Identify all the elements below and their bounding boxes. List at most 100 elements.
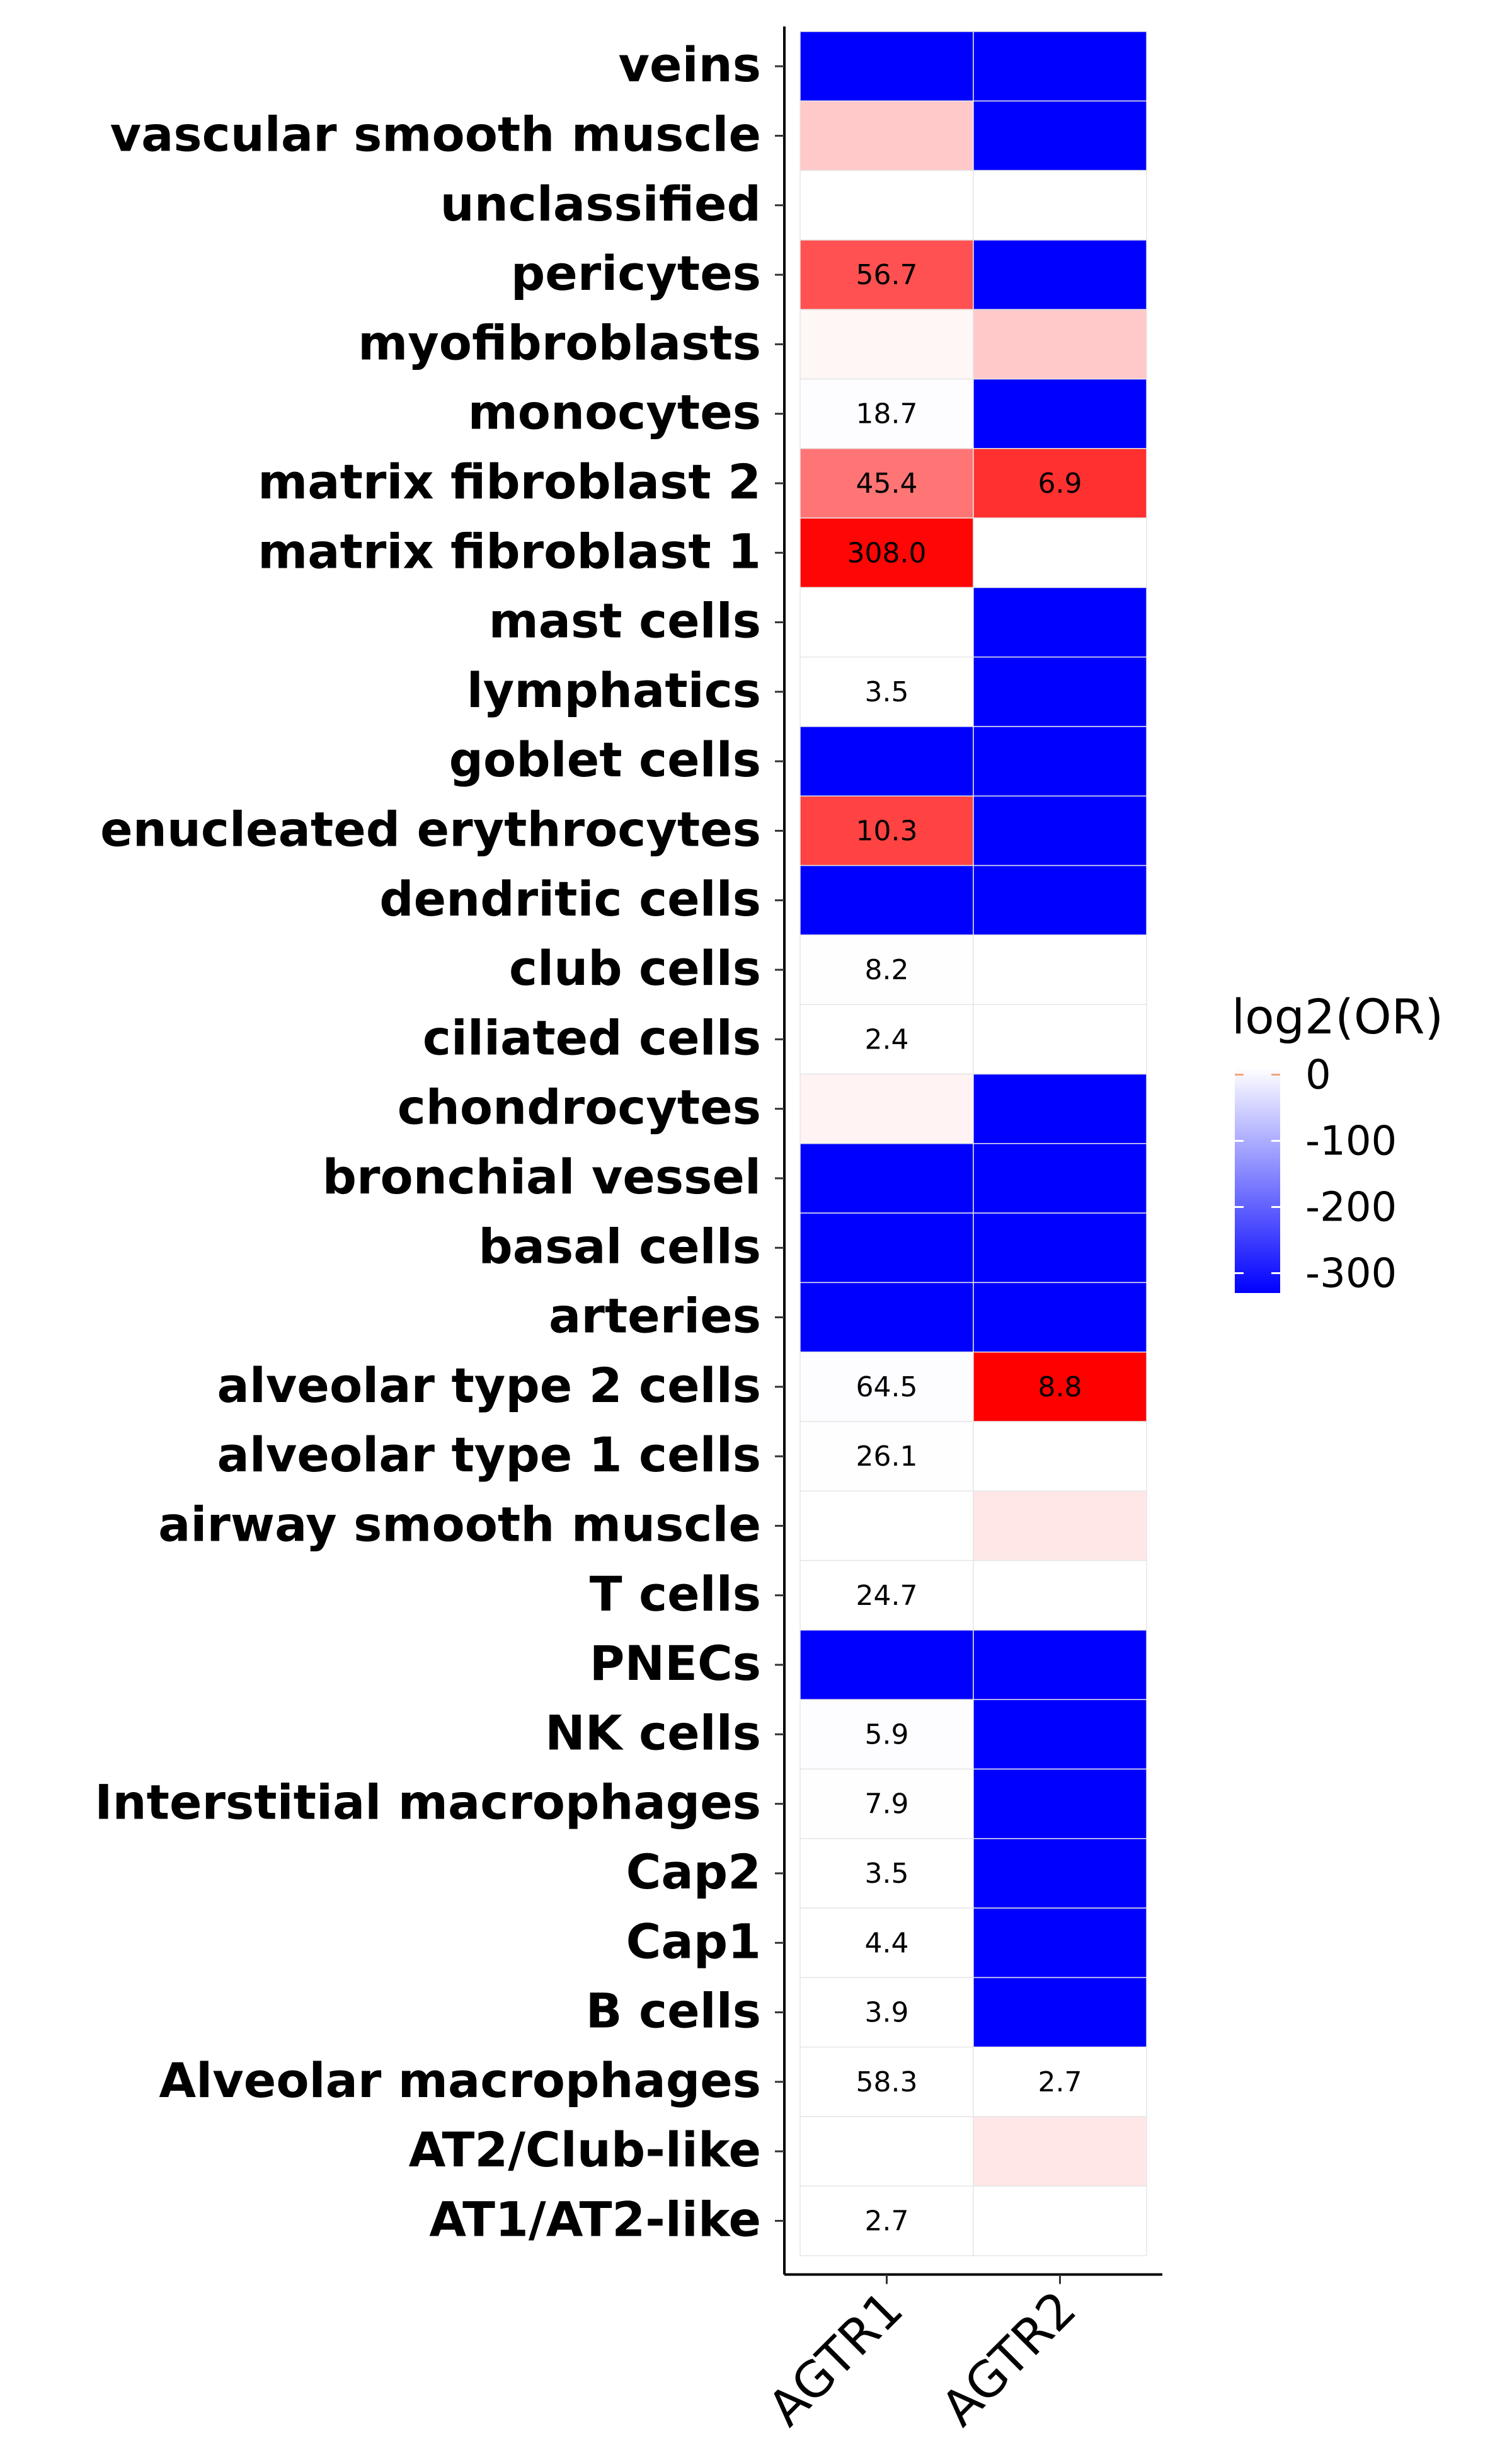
y-tick-label-basal-cells: basal cells [478, 1218, 761, 1274]
y-tick-label-b-cells: B cells [586, 1983, 761, 2039]
heatmap-cell-interstitial-macrophages-agtr1 [799, 1768, 974, 1839]
heatmap-cell-at2-club-like-agtr1 [799, 2116, 974, 2187]
heatmap-cell-goblet-cells-agtr1 [799, 726, 974, 797]
heatmap-cell-arteries-agtr1 [799, 1282, 974, 1353]
y-tick-label-alveolar-type-1-cells: alveolar type 1 cells [217, 1427, 761, 1483]
heatmap-cell-airway-smooth-muscle-agtr2 [973, 1490, 1147, 1561]
heatmap-cell-dendritic-cells-agtr2 [973, 865, 1147, 936]
y-tick-label-unclassified: unclassified [440, 176, 761, 232]
cell-label-matrix-fibroblast-2-agtr2: 6.9 [1038, 468, 1082, 500]
y-tick-label-veins: veins [619, 37, 761, 93]
heatmap-cell-bronchial-vessel-agtr2 [973, 1143, 1147, 1214]
cell-label-cap2-agtr1: 3.5 [865, 1858, 909, 1890]
heatmap-cell-lymphatics-agtr1 [799, 656, 974, 727]
heatmap-cell-alveolar-macrophages-agtr1 [799, 2046, 974, 2117]
heatmap-cell-bronchial-vessel-agtr1 [799, 1143, 974, 1214]
cell-label-interstitial-macrophages-agtr1: 7.9 [865, 1788, 909, 1820]
heatmap-cell-t-cells-agtr1 [799, 1560, 974, 1631]
heatmap-cell-matrix-fibroblast-1-agtr1 [799, 517, 974, 589]
heatmap-cell-cap1-agtr2 [973, 1907, 1147, 1979]
y-tick-label-dendritic-cells: dendritic cells [379, 871, 761, 927]
y-tick-label-matrix-fibroblast-1: matrix fibroblast 1 [258, 523, 761, 579]
y-tick-label-lymphatics: lymphatics [467, 662, 761, 718]
y-tick-label-chondrocytes: chondrocytes [398, 1079, 761, 1135]
heatmap-cell-dendritic-cells-agtr1 [799, 865, 974, 936]
heatmap-cell-t-cells-agtr2 [973, 1560, 1147, 1631]
heatmap-cell-alveolar-type-1-cells-agtr2 [973, 1421, 1147, 1492]
heatmap-cell-arteries-agtr2 [973, 1282, 1147, 1353]
y-tick-label-at1-at2-like: AT1/AT2-like [429, 2191, 761, 2247]
y-tick-label-pericytes: pericytes [511, 245, 761, 301]
heatmap-axes [775, 26, 1162, 2284]
cell-label-enucleated-erythrocytes-agtr1: 10.3 [856, 815, 918, 847]
heatmap-cell-basal-cells-agtr1 [799, 1212, 974, 1284]
heatmap-cell-vascular-smooth-muscle-agtr1 [799, 100, 974, 171]
y-tick-label-alveolar-macrophages: Alveolar macrophages [159, 2052, 761, 2108]
heatmap-cell-cap1-agtr1 [799, 1907, 974, 1979]
heatmap-cell-club-cells-agtr2 [973, 934, 1147, 1005]
cell-label-alveolar-type-1-cells-agtr1: 26.1 [856, 1440, 918, 1473]
y-tick-label-monocytes: monocytes [468, 384, 761, 440]
legend-title: log2(OR) [1232, 989, 1443, 1045]
y-tick-label-arteries: arteries [549, 1288, 761, 1344]
heatmap-cell-pnecs-agtr2 [973, 1629, 1147, 1700]
y-tick-label-goblet-cells: goblet cells [449, 732, 761, 788]
cell-label-lymphatics-agtr1: 3.5 [865, 676, 909, 708]
heatmap-cell-at2-club-like-agtr2 [973, 2116, 1147, 2187]
heatmap-cell-b-cells-agtr2 [973, 1977, 1147, 2048]
heatmap-cell-pericytes-agtr2 [973, 239, 1147, 310]
legend: log2(OR) 0 -100 -200 -300 [1232, 989, 1443, 1297]
heatmap-cell-interstitial-macrophages-agtr2 [973, 1768, 1147, 1839]
y-tick-label-cap1: Cap1 [626, 1913, 761, 1969]
legend-tick-label-0: 0 [1305, 1052, 1331, 1099]
heatmap-cell-cap2-agtr1 [799, 1838, 974, 1909]
heatmap-cell-unclassified-agtr1 [799, 170, 974, 241]
heatmap-cell-alveolar-macrophages-agtr2 [973, 2046, 1147, 2117]
heatmap-cell-veins-agtr1 [799, 31, 974, 102]
heatmap-cell-mast-cells-agtr2 [973, 587, 1147, 658]
cell-label-alveolar-type-2-cells-agtr2: 8.8 [1038, 1371, 1082, 1403]
heatmap-cell-labels: 56.7 18.7 45.4 6.9 308.0 3.5 10.3 8.2 2.4 64.5 8.8… [847, 259, 1082, 2237]
cell-label-pericytes-agtr1: 56.7 [856, 259, 918, 291]
heatmap-cell-mast-cells-agtr1 [799, 587, 974, 658]
y-tick-label-alveolar-type-2-cells: alveolar type 2 cells [217, 1357, 761, 1413]
heatmap-cell-vascular-smooth-muscle-agtr2 [973, 100, 1147, 171]
heatmap-cell-alveolar-type-2-cells-agtr1 [799, 1351, 974, 1422]
heatmap-cell-myofibroblasts-agtr1 [799, 309, 974, 380]
cell-label-club-cells-agtr1: 8.2 [865, 954, 909, 986]
cell-label-alveolar-type-2-cells-agtr1: 64.5 [856, 1371, 918, 1403]
cell-label-matrix-fibroblast-1-agtr1: 308.0 [847, 537, 927, 569]
heatmap-cell-at1-at2-like-agtr2 [973, 2185, 1147, 2256]
cell-label-matrix-fibroblast-2-agtr1: 45.4 [856, 468, 918, 500]
legend-tick-label-1: -100 [1305, 1118, 1397, 1165]
cell-label-nk-cells-agtr1: 5.9 [865, 1718, 909, 1750]
heatmap-cell-monocytes-agtr1 [799, 378, 974, 449]
y-tick-label-at2-club-like: AT2/Club-like [409, 2122, 761, 2178]
y-tick-label-enucleated-erythrocytes: enucleated erythrocytes [100, 801, 761, 857]
heatmap-cell-nk-cells-agtr1 [799, 1699, 974, 1770]
y-tick-label-interstitial-macrophages: Interstitial macrophages [94, 1774, 761, 1831]
heatmap-cell-airway-smooth-muscle-agtr1 [799, 1490, 974, 1561]
legend-colorbar [1235, 1068, 1280, 1293]
y-tick-label-pnecs: PNECs [590, 1635, 761, 1691]
heatmap-cell-goblet-cells-agtr2 [973, 726, 1147, 797]
heatmap-cell-alveolar-type-1-cells-agtr1 [799, 1421, 974, 1492]
heatmap-cell-pnecs-agtr1 [799, 1629, 974, 1700]
heatmap-cell-pericytes-agtr1 [799, 239, 974, 310]
heatmap-cell-b-cells-agtr1 [799, 1977, 974, 2048]
y-tick-label-vascular-smooth-muscle: vascular smooth muscle [110, 106, 761, 162]
y-tick-label-mast-cells: mast cells [489, 593, 761, 649]
cell-label-ciliated-cells-agtr1: 2.4 [865, 1023, 909, 1055]
heatmap-cell-lymphatics-agtr2 [973, 656, 1147, 727]
cell-label-at1-at2-like-agtr1: 2.7 [865, 2205, 909, 2237]
heatmap-cell-alveolar-type-2-cells-agtr2 [973, 1351, 1147, 1422]
cell-label-cap1-agtr1: 4.4 [865, 1927, 909, 1959]
heatmap-cell-monocytes-agtr2 [973, 378, 1147, 449]
cell-label-t-cells-agtr1: 24.7 [856, 1580, 918, 1612]
heatmap-cells [799, 31, 1147, 2256]
y-tick-label-ciliated-cells: ciliated cells [423, 1009, 761, 1066]
heatmap-cell-matrix-fibroblast-2-agtr1 [799, 448, 974, 519]
y-tick-label-nk-cells: NK cells [545, 1704, 761, 1761]
cell-label-monocytes-agtr1: 18.7 [856, 398, 918, 430]
